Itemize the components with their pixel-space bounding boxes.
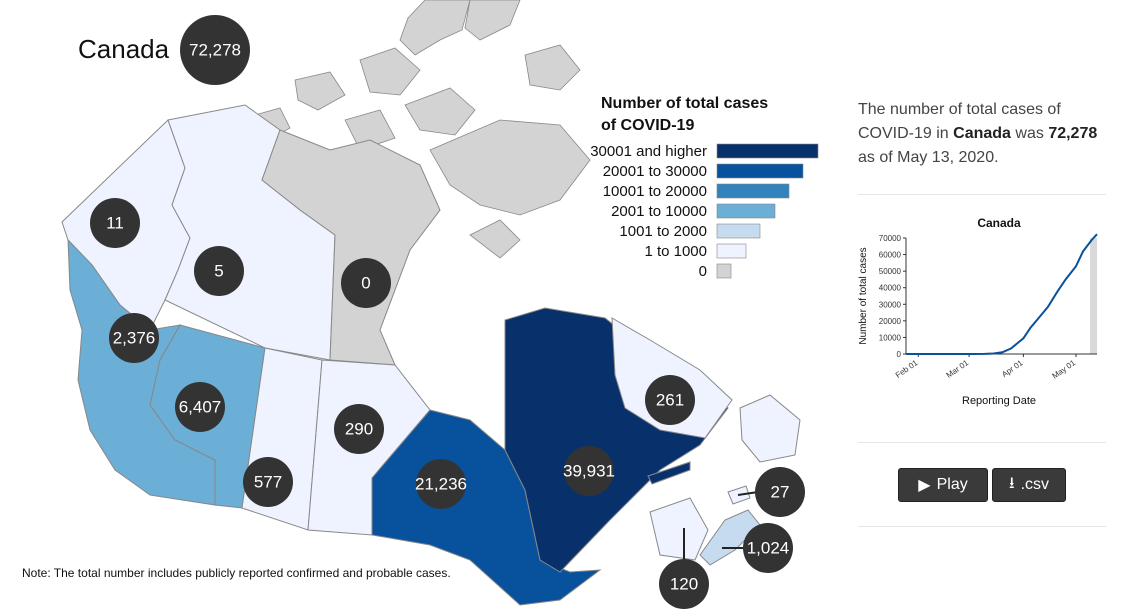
- trend-y-tick-label: 70000: [879, 234, 902, 243]
- legend-title-line2: of COVID-19: [601, 117, 695, 134]
- legend-swatch-0: [716, 263, 732, 279]
- summary-value: 72,278: [1048, 125, 1098, 142]
- trend-x-tick-label: Apr 01: [1000, 358, 1025, 379]
- trend-x-tick-label: May 01: [1050, 358, 1077, 381]
- leader-line-pei: [737, 491, 759, 496]
- circle-ontario[interactable]: [416, 459, 466, 509]
- legend: 30001 and higher 20001 to 30000 10001 to…: [590, 143, 819, 280]
- total-circle: [180, 15, 250, 85]
- circle-label-new-brunswick: 120: [670, 575, 698, 594]
- arctic-islands: [254, 0, 591, 259]
- circle-newfoundland-and-labrador[interactable]: [645, 375, 695, 425]
- trend-chart: Canada Number of total cases Reporting D…: [858, 216, 1098, 407]
- divider-top: [858, 194, 1106, 195]
- legend-label-20001: 20001 to 30000: [603, 163, 707, 180]
- trend-chart-axes: 0 10000 20000 30000 40000 50000 60000 70000 Feb …: [879, 234, 1097, 381]
- divider-middle: [858, 442, 1106, 443]
- legend-title-line1: Number of total cases: [601, 95, 769, 112]
- trend-chart-ylabel: Number of total cases: [858, 247, 869, 344]
- case-circles: 11 5 0 2,376 6,407 577 290 21,236 39,931…: [90, 198, 805, 609]
- trend-chart-xlabel: Reporting Date: [962, 395, 1036, 407]
- circle-prince-edward-island[interactable]: [755, 467, 805, 517]
- legend-swatch-1001: [716, 223, 761, 239]
- circle-label-newfoundland-and-labrador: 261: [656, 391, 684, 410]
- circle-label-alberta: 6,407: [179, 398, 222, 417]
- trend-y-tick-label: 40000: [879, 284, 902, 293]
- circle-label-ontario: 21,236: [415, 475, 467, 494]
- download-csv-button[interactable]: ⭳ .csv: [992, 468, 1066, 502]
- circle-northwest-territories[interactable]: [194, 246, 244, 296]
- circle-label-british-columbia: 2,376: [113, 329, 156, 348]
- circle-label-nova-scotia: 1,024: [747, 539, 790, 558]
- country-name: Canada: [78, 34, 170, 64]
- circle-label-nunavut: 0: [361, 274, 370, 293]
- trend-y-tick-label: 10000: [879, 333, 902, 342]
- circle-new-brunswick[interactable]: [659, 559, 709, 609]
- trend-chart-line: [906, 233, 1098, 355]
- total-circle-label: 72,278: [189, 41, 241, 60]
- legend-label-1: 1 to 1000: [644, 243, 707, 260]
- region-nunavut[interactable]: [261, 129, 441, 366]
- trend-chart-title: Canada: [977, 216, 1021, 230]
- circle-british-columbia[interactable]: [109, 313, 159, 363]
- circle-nova-scotia[interactable]: [743, 523, 793, 573]
- trend-chart-current-band: [1090, 238, 1097, 354]
- trend-y-tick-label: 30000: [879, 300, 902, 309]
- circle-saskatchewan[interactable]: [243, 457, 293, 507]
- trend-y-tick-label: 60000: [879, 251, 902, 260]
- legend-label-10001: 10001 to 20000: [603, 183, 707, 200]
- trend-y-tick-label: 0: [897, 350, 902, 359]
- circle-label-prince-edward-island: 27: [771, 483, 790, 502]
- download-icon: ⭳: [1008, 474, 1015, 492]
- trend-x-tick-label: Feb 01: [894, 358, 920, 380]
- legend-label-30001: 30001 and higher: [590, 143, 707, 160]
- summary-text: The number of total cases of COVID-19 in…: [858, 98, 1108, 170]
- region-new-brunswick[interactable]: [649, 497, 709, 561]
- play-icon: ▶: [918, 477, 931, 494]
- footnote: Note: The total number includes publicly…: [22, 566, 451, 580]
- divider-bottom: [858, 526, 1106, 527]
- summary-suffix: as of May 13, 2020.: [858, 149, 999, 166]
- legend-swatch-30001: [716, 143, 819, 159]
- legend-swatch-10001: [716, 183, 790, 199]
- play-button-label: Play: [936, 476, 968, 493]
- gulf-island: [647, 461, 691, 485]
- legend-swatch-1: [716, 243, 747, 259]
- circle-yukon[interactable]: [90, 198, 140, 248]
- canada-map: 72,278 11 5 0 2,376 6,407 577 290 21,236…: [61, 0, 819, 609]
- circle-label-northwest-territories: 5: [214, 262, 223, 281]
- play-button[interactable]: ▶ Play: [898, 468, 988, 502]
- circle-nunavut[interactable]: [341, 258, 391, 308]
- trend-y-tick-label: 20000: [879, 317, 902, 326]
- legend-label-0: 0: [699, 263, 707, 280]
- circle-label-manitoba: 290: [345, 420, 373, 439]
- legend-swatch-2001: [716, 203, 776, 219]
- legend-title: Number of total cases of COVID-19: [601, 93, 768, 137]
- trend-y-tick-label: 50000: [879, 267, 902, 276]
- legend-swatch-20001: [716, 163, 804, 179]
- summary-prefix: The number of total cases of COVID-19 in: [858, 101, 1061, 142]
- legend-label-1001: 1001 to 2000: [619, 223, 707, 240]
- circle-label-quebec: 39,931: [563, 462, 615, 481]
- summary-middle: was: [1015, 125, 1044, 142]
- download-csv-label: .csv: [1020, 476, 1050, 493]
- circle-manitoba[interactable]: [334, 404, 384, 454]
- circle-quebec[interactable]: [564, 446, 614, 496]
- region-newfoundland-island[interactable]: [739, 394, 801, 463]
- trend-x-tick-label: Mar 01: [945, 358, 971, 380]
- legend-label-2001: 2001 to 10000: [611, 203, 707, 220]
- summary-place: Canada: [953, 125, 1011, 142]
- circle-label-yukon: 11: [106, 214, 124, 233]
- circle-alberta[interactable]: [175, 382, 225, 432]
- circle-label-saskatchewan: 577: [254, 473, 282, 492]
